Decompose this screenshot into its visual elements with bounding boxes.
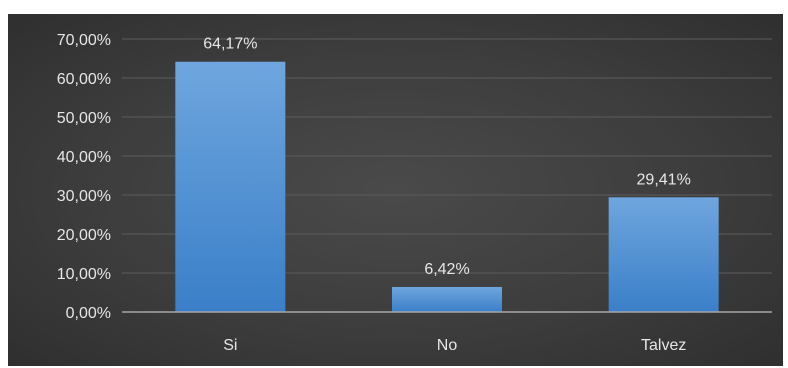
x-category-label: Si: [223, 337, 237, 354]
bar-chart: 0,00% 10,00% 20,00% 30,00% 40,00% 50,00% 60,00…: [57, 32, 772, 354]
bar: [392, 286, 502, 312]
bar: [175, 61, 286, 312]
y-tick-label: 60,00%: [57, 71, 111, 88]
data-label: 29,41%: [637, 171, 691, 188]
x-category-label: Talvez: [641, 337, 686, 354]
y-tick-label: 0,00%: [66, 305, 111, 322]
chart-area: 0,00% 10,00% 20,00% 30,00% 40,00% 50,00% 60,00…: [8, 14, 783, 366]
x-axis-categories: Si No Talvez: [223, 337, 686, 354]
data-label: 6,42%: [424, 261, 469, 278]
data-labels: 64,17% 6,42% 29,41%: [203, 36, 691, 278]
bar: [608, 197, 719, 312]
y-tick-label: 40,00%: [57, 149, 111, 166]
bars: [175, 61, 719, 312]
y-axis-ticks: 0,00% 10,00% 20,00% 30,00% 40,00% 50,00% 60,00…: [57, 32, 111, 322]
y-tick-label: 20,00%: [57, 227, 111, 244]
data-label: 64,17%: [203, 36, 257, 53]
y-tick-label: 30,00%: [57, 188, 111, 205]
y-tick-label: 50,00%: [57, 110, 111, 127]
y-tick-label: 70,00%: [57, 32, 111, 49]
y-tick-label: 10,00%: [57, 266, 111, 283]
x-category-label: No: [437, 337, 458, 354]
